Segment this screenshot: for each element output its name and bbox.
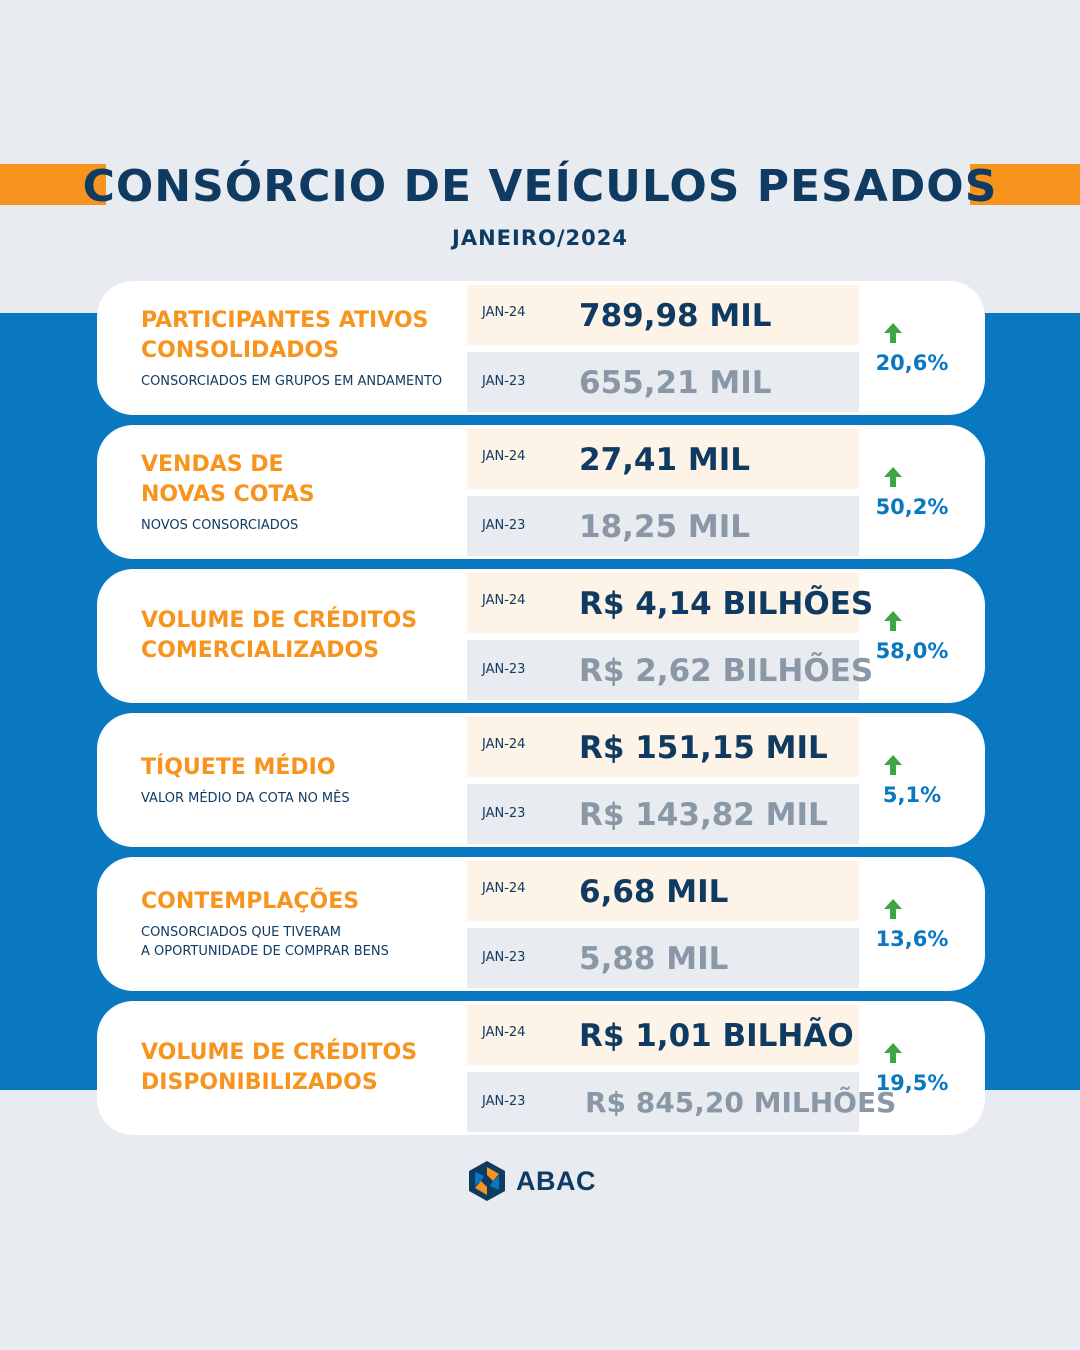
current-period: JAN-24 [482, 593, 526, 608]
card-title: VOLUME DE CRÉDITOS DISPONIBILIZADOS [141, 1040, 418, 1095]
previous-row: JAN-23 R$ 2,62 BILHÕES [467, 640, 873, 700]
change-percent: 50,2% [875, 495, 949, 519]
card-title: VOLUME DE CRÉDITOS COMERCIALIZADOS [141, 608, 418, 663]
previous-period: JAN-23 [482, 662, 526, 677]
change-block: 58,0% [867, 569, 957, 703]
change-percent: 19,5% [875, 1071, 949, 1095]
previous-row: JAN-23 18,25 MIL [467, 496, 859, 556]
previous-value: 5,88 MIL [579, 941, 729, 977]
previous-period: JAN-23 [482, 806, 526, 821]
card-label-block: CONTEMPLAÇÕES CONSORCIADOS QUE TIVERAM A… [141, 857, 461, 991]
current-row: JAN-24 R$ 151,15 MIL [467, 717, 859, 777]
current-value: 6,68 MIL [579, 874, 729, 910]
change-block: 50,2% [867, 425, 957, 559]
previous-row: JAN-23 655,21 MIL [467, 352, 859, 412]
previous-row: JAN-23 5,88 MIL [467, 928, 859, 988]
current-value: R$ 4,14 BILHÕES [579, 586, 874, 622]
orange-accent-bar-right [970, 164, 1080, 205]
card-label-block: VENDAS DE NOVAS COTAS NOVOS CONSORCIADOS [141, 425, 461, 559]
current-period: JAN-24 [482, 449, 526, 464]
stat-card-tiquete-medio: TÍQUETE MÉDIO VALOR MÉDIO DA COTA NO MÊS… [97, 713, 985, 847]
arrow-up-icon [884, 899, 902, 919]
abac-logo-icon [469, 1161, 505, 1201]
current-period: JAN-24 [482, 1025, 526, 1040]
arrow-up-icon [884, 323, 902, 343]
previous-row: JAN-23 R$ 143,82 MIL [467, 784, 859, 844]
page-subtitle: JANEIRO/2024 [452, 226, 628, 250]
previous-value: 18,25 MIL [579, 509, 750, 545]
change-percent: 58,0% [875, 639, 949, 663]
arrow-up-icon [884, 467, 902, 487]
previous-row: JAN-23 R$ 845,20 MILHÕES [467, 1072, 896, 1132]
current-period: JAN-24 [482, 881, 526, 896]
stat-card-contemplacoes: CONTEMPLAÇÕES CONSORCIADOS QUE TIVERAM A… [97, 857, 985, 991]
stat-card-vendas: VENDAS DE NOVAS COTAS NOVOS CONSORCIADOS… [97, 425, 985, 559]
current-value: R$ 151,15 MIL [579, 730, 828, 766]
card-label-block: TÍQUETE MÉDIO VALOR MÉDIO DA COTA NO MÊS [141, 713, 461, 847]
previous-value: R$ 845,20 MILHÕES [585, 1086, 897, 1119]
arrow-up-icon [884, 755, 902, 775]
previous-value: R$ 143,82 MIL [579, 797, 828, 833]
stat-card-participantes: PARTICIPANTES ATIVOS CONSOLIDADOS CONSOR… [97, 281, 985, 415]
current-value: 789,98 MIL [579, 298, 772, 334]
current-value: R$ 1,01 BILHÃO [579, 1018, 854, 1054]
logo-text: ABAC [516, 1165, 596, 1196]
current-period: JAN-24 [482, 737, 526, 752]
card-label-block: VOLUME DE CRÉDITOS COMERCIALIZADOS [141, 569, 461, 703]
change-block: 20,6% [867, 281, 957, 415]
orange-accent-bar-left [0, 164, 106, 205]
previous-value: 655,21 MIL [579, 365, 772, 401]
previous-period: JAN-23 [482, 1094, 526, 1109]
stat-card-creditos-disponibilizados: VOLUME DE CRÉDITOS DISPONIBILIZADOS JAN-… [97, 1001, 985, 1135]
previous-period: JAN-23 [482, 950, 526, 965]
abac-logo: ABAC [466, 1158, 596, 1204]
card-title: TÍQUETE MÉDIO [141, 754, 336, 780]
arrow-up-icon [884, 611, 902, 631]
change-block: 5,1% [867, 713, 957, 847]
card-description: VALOR MÉDIO DA COTA NO MÊS [141, 790, 350, 806]
change-block: 19,5% [867, 1001, 957, 1135]
card-title: CONTEMPLAÇÕES [141, 889, 360, 914]
current-row: JAN-24 27,41 MIL [467, 429, 859, 489]
change-percent: 5,1% [882, 783, 942, 807]
card-title: PARTICIPANTES ATIVOS CONSOLIDADOS [141, 307, 429, 363]
current-row: JAN-24 789,98 MIL [467, 285, 859, 345]
change-block: 13,6% [867, 857, 957, 991]
current-row: JAN-24 R$ 4,14 BILHÕES [467, 573, 873, 633]
previous-value: R$ 2,62 BILHÕES [579, 653, 874, 689]
card-description: NOVOS CONSORCIADOS [141, 517, 299, 533]
current-value: 27,41 MIL [579, 442, 750, 478]
card-label-block: VOLUME DE CRÉDITOS DISPONIBILIZADOS [141, 1001, 461, 1135]
current-row: JAN-24 6,68 MIL [467, 861, 859, 921]
current-period: JAN-24 [482, 305, 526, 320]
previous-period: JAN-23 [482, 518, 526, 533]
stat-card-creditos-comercializados: VOLUME DE CRÉDITOS COMERCIALIZADOS JAN-2… [97, 569, 985, 703]
card-description: CONSORCIADOS EM GRUPOS EM ANDAMENTO [141, 373, 443, 389]
change-percent: 20,6% [875, 351, 949, 375]
card-description: CONSORCIADOS QUE TIVERAM A OPORTUNIDADE … [141, 925, 389, 959]
arrow-up-icon [884, 1043, 902, 1063]
page-title: CONSÓRCIO DE VEÍCULOS PESADOS [82, 161, 998, 212]
card-label-block: PARTICIPANTES ATIVOS CONSOLIDADOS CONSOR… [141, 281, 461, 415]
previous-period: JAN-23 [482, 374, 526, 389]
current-row: JAN-24 R$ 1,01 BILHÃO [467, 1005, 859, 1065]
card-title: VENDAS DE NOVAS COTAS [141, 451, 315, 507]
change-percent: 13,6% [875, 927, 949, 951]
